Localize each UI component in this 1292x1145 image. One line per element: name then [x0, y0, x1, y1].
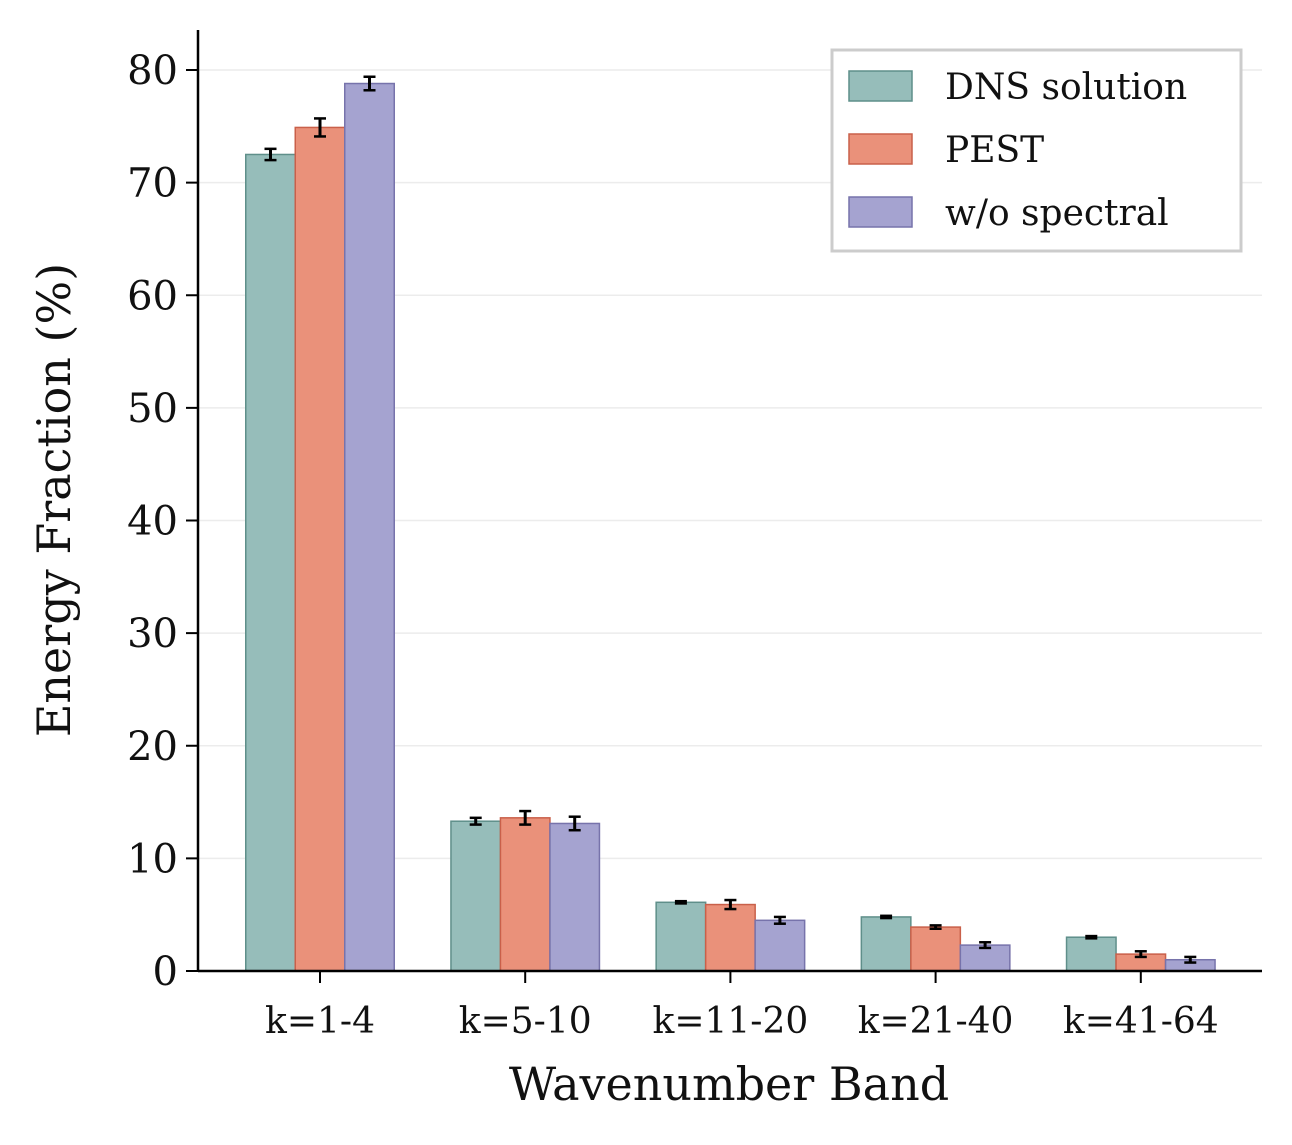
x-axis-title: Wavenumber Band — [509, 1057, 949, 1111]
bar — [245, 153, 296, 972]
bar — [294, 126, 346, 972]
y-tick-label: 0 — [153, 949, 178, 995]
legend-swatch — [848, 196, 913, 228]
legend-label: w/o spectral — [945, 193, 1169, 234]
bar — [860, 916, 912, 972]
y-tick-label: 20 — [127, 724, 178, 770]
x-tick-label: k=1-4 — [265, 1001, 375, 1042]
x-tick-label: k=11-20 — [653, 1001, 809, 1042]
bar — [549, 822, 601, 972]
y-tick-label: 50 — [127, 386, 178, 432]
bar — [910, 926, 962, 972]
x-tick-label: k=21-40 — [858, 1001, 1014, 1042]
bar — [1065, 936, 1117, 972]
x-ticks: k=1-4 k=5-10 k=11-20 k=21-40 k=41-64 — [265, 971, 1219, 1042]
legend-label: PEST — [945, 130, 1044, 171]
y-ticks: 0 10 20 30 40 50 60 70 80 — [127, 48, 198, 995]
legend-swatch — [848, 133, 913, 165]
y-tick-label: 10 — [127, 836, 178, 882]
legend-label: DNS solution — [945, 67, 1187, 108]
x-tick-label: k=41-64 — [1063, 1001, 1219, 1042]
bar — [499, 817, 551, 972]
y-tick-label: 80 — [127, 48, 178, 94]
y-tick-label: 60 — [127, 273, 178, 319]
bar — [344, 82, 395, 972]
bar — [450, 820, 502, 972]
bar — [754, 919, 806, 972]
y-tick-label: 40 — [127, 499, 178, 545]
y-tick-label: 30 — [127, 611, 178, 657]
error-bars — [264, 75, 1197, 964]
legend-items: DNS solution PEST w/o spectral — [848, 67, 1187, 234]
y-axis-title: Energy Fraction (%) — [27, 263, 81, 737]
bar — [655, 901, 707, 972]
y-tick-label: 70 — [127, 161, 178, 207]
bar — [704, 903, 756, 972]
x-tick-label: k=5-10 — [459, 1001, 592, 1042]
legend: DNS solution PEST w/o spectral — [830, 48, 1243, 253]
bars — [245, 82, 1216, 972]
legend-swatch — [848, 70, 913, 102]
